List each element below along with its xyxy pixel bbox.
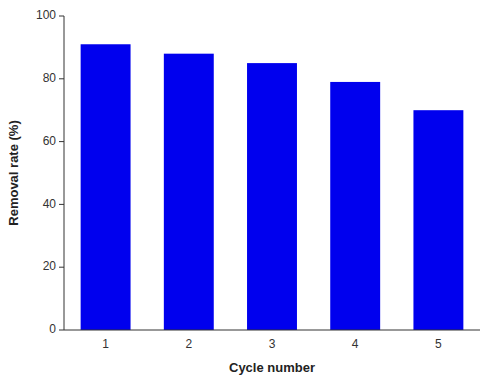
y-tick-label: 0 <box>49 322 56 336</box>
y-tick <box>59 330 64 331</box>
x-tick-label: 2 <box>185 337 192 351</box>
x-tick-label: 5 <box>435 337 442 351</box>
y-tick <box>59 141 64 142</box>
x-axis: 1 2 3 4 5 <box>102 337 442 351</box>
y-tick-label: 20 <box>43 259 57 273</box>
y-tick-label: 80 <box>43 71 57 85</box>
y-tick-label: 40 <box>43 197 57 211</box>
bar <box>330 82 380 330</box>
y-tick <box>59 204 64 205</box>
x-tick-label: 4 <box>352 337 359 351</box>
x-axis-label: Cycle number <box>229 360 315 375</box>
bar <box>413 110 463 330</box>
bar <box>164 54 214 330</box>
y-tick-label: 60 <box>43 134 57 148</box>
y-axis: 0 20 40 60 80 100 <box>36 8 64 336</box>
y-axis-label: Removal rate (%) <box>6 120 21 225</box>
y-tick <box>59 78 64 79</box>
y-tick <box>59 16 64 17</box>
y-axis-line <box>64 16 65 330</box>
chart-svg: 0 20 40 60 80 100 1 2 3 4 5 Cycle number Removal rat… <box>0 0 496 382</box>
y-tick <box>59 267 64 268</box>
chart-container: 0 20 40 60 80 100 1 2 3 4 5 Cycle number Removal rat… <box>0 0 496 382</box>
bar <box>81 44 131 330</box>
x-axis-line <box>64 330 480 331</box>
bar <box>247 63 297 330</box>
y-tick-label: 100 <box>36 8 56 22</box>
bars <box>81 44 464 330</box>
x-tick-label: 3 <box>269 337 276 351</box>
x-tick-label: 1 <box>102 337 109 351</box>
